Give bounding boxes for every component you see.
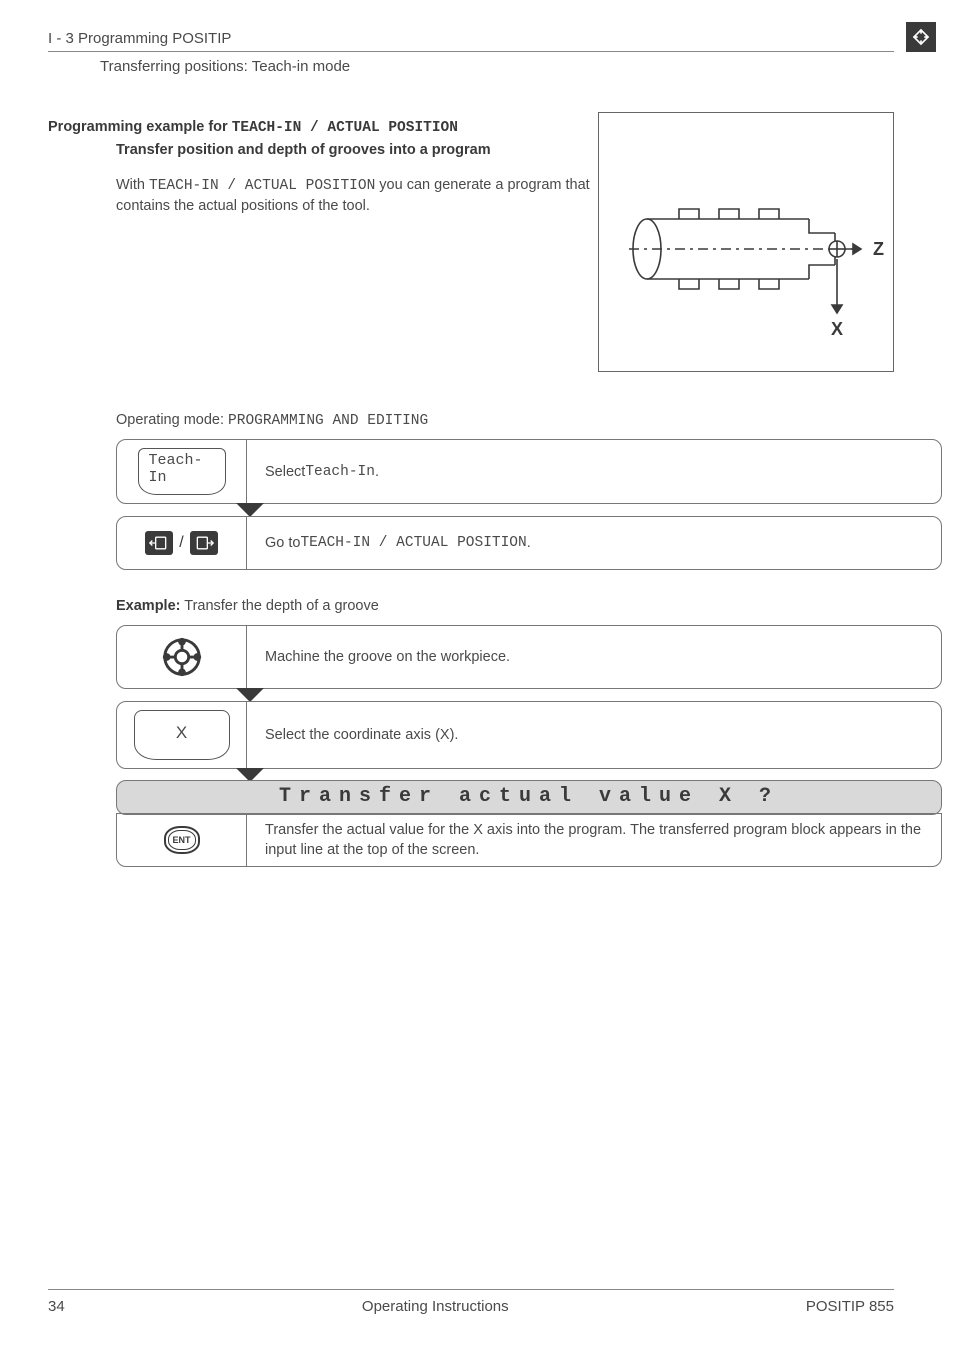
step-row: / Go to TEACH-IN / ACTUAL POSITION .	[116, 516, 942, 570]
ent-label: ENT	[168, 830, 196, 850]
op-mode-label: Operating mode:	[116, 412, 228, 428]
example-bold: Example:	[116, 598, 180, 614]
softkey-line2: In	[149, 470, 215, 487]
desc-text: Transfer the actual value for the X axis…	[265, 822, 921, 858]
step-desc: Go to TEACH-IN / ACTUAL POSITION .	[247, 517, 941, 569]
handwheel-icon	[159, 634, 205, 680]
step-key-cell: ENT	[117, 814, 247, 867]
teach-in-softkey[interactable]: Teach- In	[138, 448, 226, 495]
desc-post: .	[375, 462, 379, 482]
slash: /	[179, 532, 183, 554]
softkey-line1: Teach-	[149, 453, 215, 470]
heading-mono: TEACH-IN / ACTUAL POSITION	[232, 120, 458, 136]
steps-group-2: Machine the groove on the workpiece. X S…	[116, 625, 894, 782]
step-desc: Select the coordinate axis (X).	[247, 702, 941, 768]
desc-mono: Teach-In	[305, 462, 375, 482]
op-mode-value: PROGRAMMING AND EDITING	[228, 413, 428, 429]
axis-z-label: Z	[873, 239, 884, 259]
axis-x-label: X	[831, 319, 843, 339]
heading-prefix: Programming example for	[48, 119, 232, 135]
example-label: Example: Transfer the depth of a groove	[116, 596, 894, 616]
desc-mono: TEACH-IN / ACTUAL POSITION	[300, 533, 526, 553]
step-row: Machine the groove on the workpiece.	[116, 625, 942, 689]
steps-group-3: ENT Transfer the actual value for the X …	[116, 813, 894, 868]
step-row: Teach- In Select Teach-In .	[116, 439, 942, 504]
footer-right: POSITIP 855	[806, 1296, 894, 1317]
step-desc: Machine the groove on the workpiece.	[247, 626, 941, 688]
desc-text: Select the coordinate axis (X).	[265, 725, 458, 745]
page-footer: 34 Operating Instructions POSITIP 855	[48, 1289, 894, 1317]
footer-center: Operating Instructions	[362, 1296, 509, 1317]
step-key-cell: /	[117, 517, 247, 569]
step-key-cell	[117, 626, 247, 688]
desc-pre: Select	[265, 462, 305, 482]
example-rest: Transfer the depth of a groove	[180, 598, 378, 614]
breadcrumb: I - 3 Programming POSITIP	[48, 28, 894, 52]
section-body: With TEACH-IN / ACTUAL POSITION you can …	[116, 175, 626, 217]
step-key-cell: X	[117, 702, 247, 768]
step-desc: Transfer the actual value for the X axis…	[247, 814, 941, 867]
corner-diamond-icon	[906, 22, 936, 52]
desc-text: Machine the groove on the workpiece.	[265, 647, 510, 667]
operating-mode-line: Operating mode: PROGRAMMING AND EDITING	[116, 410, 894, 431]
footer-page-number: 34	[48, 1296, 65, 1317]
down-arrow-icon	[236, 688, 264, 702]
desc-pre: Go to	[265, 533, 300, 553]
step-row: ENT Transfer the actual value for the X …	[116, 813, 942, 868]
ent-key[interactable]: ENT	[164, 826, 200, 854]
body-mono: TEACH-IN / ACTUAL POSITION	[149, 178, 375, 194]
step-key-cell: Teach- In	[117, 440, 247, 503]
steps-group-1: Teach- In Select Teach-In . /	[116, 439, 894, 570]
down-arrow-icon	[236, 503, 264, 517]
body-pre: With	[116, 177, 149, 193]
step-row: X Select the coordinate axis (X).	[116, 701, 942, 769]
page-left-icon[interactable]	[145, 531, 173, 555]
page-subtitle: Transferring positions: Teach-in mode	[100, 56, 894, 77]
figure-workpiece-axes: Z X	[598, 112, 894, 372]
desc-post: .	[527, 533, 531, 553]
page-right-icon[interactable]	[190, 531, 218, 555]
prompt-bar: Transfer actual value X ?	[116, 780, 942, 815]
step-desc: Select Teach-In .	[247, 440, 941, 503]
x-axis-key[interactable]: X	[134, 710, 230, 760]
